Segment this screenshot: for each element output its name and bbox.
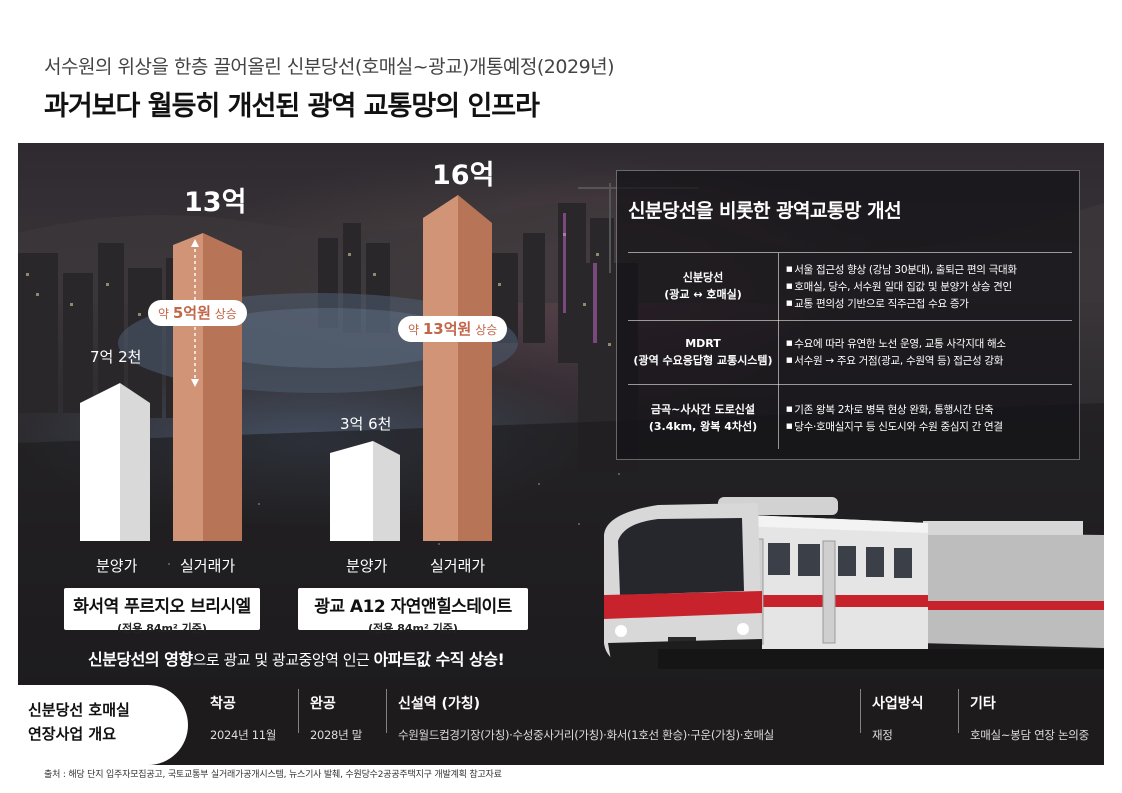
city-night-skyline (18, 183, 1104, 685)
actual-label-2: 실거래가 (430, 557, 486, 575)
transit-row-items: 기존 왕복 2차로 병목 현상 완화, 통행시간 단축 당수·호매실지구 등 신… (786, 401, 1076, 435)
list-item: 호매실, 당수, 서수원 일대 집값 및 분양가 상승 견인 (786, 278, 1076, 295)
apartment-card-1: 화서역 푸르지오 브리시엘 (전용 84m² 기준) (64, 588, 260, 635)
apartment-note-2: (전용 84m² 기준) (368, 622, 458, 635)
list-item: 서수원 → 주요 거점(광교, 수원역 등) 접근성 강화 (786, 352, 1076, 369)
transit-row-items: 수요에 따라 유연한 노선 운영, 교통 사각지대 해소 서수원 → 주요 거점… (786, 335, 1076, 369)
apartment-name-2: 광교 A12 자연앤힐스테이트 (314, 597, 512, 617)
transit-row-label: 금곡~사사간 도로신설 (3.4km, 왕복 4차선) (648, 403, 758, 433)
presale-label-2: 분양가 (346, 557, 388, 575)
increase-badge-1: 약 5억원 상승 (148, 300, 247, 326)
presale-bar-1 (80, 383, 150, 541)
page-subtitle: 서수원의 위상을 한층 끌어올린 신분당선(호매실~광교)개통예정(2029년) (44, 56, 615, 78)
increase-badge-2: 약 13억원 상승 (398, 316, 508, 342)
transit-row-road: 금곡~사사간 도로신설 (3.4km, 왕복 4차선) 기존 왕복 2차로 병목… (628, 384, 1072, 449)
impact-statement: 신분당선의 영향으로 광교 및 광교중앙역 인근 아파트값 수직 상승! (88, 650, 505, 669)
list-item: 서울 접근성 향상 (강남 30분대), 출퇴근 편의 극대화 (786, 261, 1076, 278)
actual-label-1: 실거래가 (180, 557, 236, 575)
transit-info-title: 신분당선을 비롯한 광역교통망 개선 (628, 200, 902, 222)
presale-value-1: 7억 2천 (90, 348, 142, 366)
train-illustration (604, 497, 1104, 678)
apartment-note-1: (전용 84m² 기준) (117, 622, 207, 635)
actual-bar-2 (423, 195, 492, 541)
apartment-card-2: 광교 A12 자연앤힐스테이트 (전용 84m² 기준) (298, 588, 528, 635)
apartment-name-1: 화서역 푸르지오 브리시엘 (73, 597, 251, 617)
presale-label-1: 분양가 (96, 557, 138, 575)
list-item: 교통 편의성 기반으로 직주근접 수요 증가 (786, 295, 1076, 312)
transit-row-mdrt: MDRT (광역 수요응답형 교통시스템) 수요에 따라 유연한 노선 운영, … (628, 320, 1072, 385)
presale-bar-2 (330, 441, 400, 541)
list-item: 기존 왕복 2차로 병목 현상 완화, 통행시간 단축 (786, 401, 1076, 418)
actual-value-2: 16억 (432, 160, 495, 191)
list-item: 당수·호매실지구 등 신도시와 수원 중심지 간 연결 (786, 418, 1076, 435)
actual-value-1: 13억 (184, 187, 247, 218)
list-item: 수요에 따라 유연한 노선 운영, 교통 사각지대 해소 (786, 335, 1076, 352)
actual-bar-1 (173, 233, 242, 541)
page-title: 과거보다 월등히 개선된 광역 교통망의 인프라 (44, 91, 540, 122)
project-overview-label: 신분당선 호매실 연장사업 개요 (18, 685, 188, 765)
transit-row-items: 서울 접근성 향상 (강남 30분대), 출퇴근 편의 극대화 호매실, 당수,… (786, 261, 1076, 312)
transit-row-sinbundang: 신분당선 (광교 ↔ 호매실) 서울 접근성 향상 (강남 30분대), 출퇴근… (628, 252, 1072, 321)
project-overview-band: 신분당선 호매실 연장사업 개요 착공 2024년 11월 완공 2028년 말… (18, 685, 1104, 765)
source-note: 출처 : 해당 단지 입주자모집공고, 국토교통부 실거래가공개시스템, 뉴스기… (44, 770, 502, 780)
transit-row-label: 신분당선 (광교 ↔ 호매실) (664, 271, 742, 301)
presale-value-2: 3억 6천 (340, 415, 392, 433)
transit-row-label: MDRT (광역 수요응답형 교통시스템) (633, 337, 773, 367)
